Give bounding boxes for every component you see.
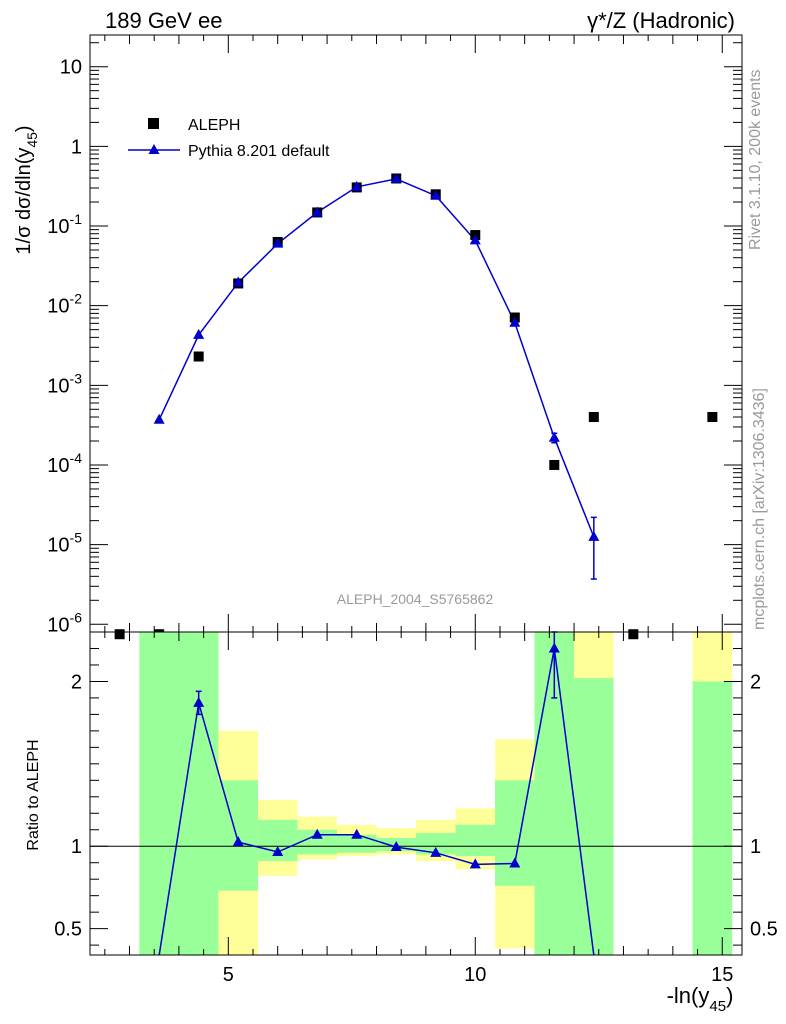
legend-aleph-label: ALEPH	[188, 117, 240, 134]
pythia-line	[158, 178, 595, 538]
ratio-y-tick-label-left: 1	[71, 836, 82, 858]
ratio-point	[430, 846, 442, 857]
ratio-frame	[89, 631, 743, 956]
legend-aleph-marker	[148, 118, 159, 129]
pythia-point	[469, 234, 481, 245]
ratio-uncertainty-bands	[139, 632, 733, 955]
legend-pythia-label: Pythia 8.201 default	[188, 143, 330, 160]
pythia-point	[390, 172, 402, 183]
ratio-y-tick-label-right: 2	[750, 671, 761, 693]
ratio-x-tick-label: 5	[223, 964, 234, 986]
main-y-tick-label: 10-6	[47, 609, 82, 636]
ratio-x-tick-label: 10	[464, 964, 486, 986]
main-y-tick-label: 10-3	[47, 370, 82, 397]
pythia-point	[548, 431, 560, 442]
ratio-green-band	[416, 833, 456, 855]
ratio-series	[158, 631, 595, 956]
legend: ALEPH Pythia 8.201 default	[128, 117, 330, 160]
ratio-point	[351, 828, 363, 839]
ratio-x-tick-label: 15	[711, 964, 733, 986]
ratio-point	[272, 846, 284, 857]
header-right: γ*/Z (Hadronic)	[587, 8, 735, 33]
main-y-tick-label: 10-1	[47, 211, 82, 238]
aleph-point	[588, 412, 599, 423]
pythia-point	[272, 237, 284, 248]
ratio-point	[311, 828, 323, 839]
ratio-y-tick-label-left: 2	[71, 671, 82, 693]
analysis-label: ALEPH_2004_S5765862	[337, 591, 494, 607]
main-y-tick-label: 10-5	[47, 530, 82, 557]
main-y-ticks: 10 1 10-1 10-2 10-3 10-4 10-5 10-6	[47, 35, 742, 636]
ratio-point	[232, 836, 244, 847]
ratio-line	[158, 648, 595, 956]
ratio-green-band	[218, 780, 258, 891]
header-left: 189 GeV ee	[105, 8, 222, 33]
pythia-point	[509, 316, 521, 327]
aleph-point	[707, 412, 718, 423]
ratio-point	[193, 696, 205, 707]
ratio-point	[548, 642, 560, 653]
legend-pythia-marker	[148, 144, 160, 154]
mcplots-label: mcplots.cern.ch [arXiv:1306.3436]	[751, 388, 768, 630]
pythia-point	[351, 180, 363, 191]
aleph-point	[549, 459, 560, 470]
x-axis-label: -ln(y45)	[667, 983, 734, 1015]
ratio-green-band	[692, 681, 733, 955]
aleph-point	[114, 629, 125, 640]
main-y-axis-label: 1/σ dσ/dln(y45)	[13, 125, 40, 254]
ratio-point	[469, 858, 481, 869]
pythia-point	[588, 530, 600, 541]
pythia-point	[311, 206, 323, 217]
ratio-green-band	[336, 834, 377, 853]
main-series	[114, 172, 718, 640]
pythia-point	[232, 276, 244, 287]
ratio-green-band	[495, 780, 535, 886]
ratio-point	[509, 857, 521, 868]
ratio-green-band	[455, 824, 496, 857]
pythia-point	[153, 413, 165, 424]
main-y-tick-label: 10	[60, 57, 82, 79]
pythia-point	[193, 328, 205, 339]
ratio-point	[390, 841, 402, 852]
ratio-ticks: 5 10 15 0.5 0.5 1 1 2 2	[54, 632, 778, 986]
ratio-y-axis-label: Ratio to ALEPH	[25, 739, 42, 850]
main-y-tick-label: 10-4	[47, 450, 82, 477]
rivet-label: Rivet 3.1.10, 200k events	[747, 69, 764, 250]
aleph-point	[193, 351, 204, 362]
pythia-point	[430, 189, 442, 200]
aleph-point	[628, 629, 639, 640]
main-panel: 10 1 10-1 10-2 10-3 10-4 10-5 10-6 1/σ dσ/dln(y…	[13, 34, 743, 640]
main-y-tick-label: 10-2	[47, 291, 82, 318]
ratio-y-tick-label-left: 0.5	[54, 919, 82, 941]
ratio-y-tick-label-right: 1	[750, 836, 761, 858]
ratio-y-tick-label-right: 0.5	[750, 919, 778, 941]
ratio-green-band	[574, 678, 614, 955]
main-y-tick-label: 1	[71, 136, 82, 158]
ratio-green-band	[139, 632, 219, 955]
ratio-panel: 5 10 15 0.5 0.5 1 1 2 2 Ratio to ALEPH -ln(y45)	[25, 631, 778, 1015]
